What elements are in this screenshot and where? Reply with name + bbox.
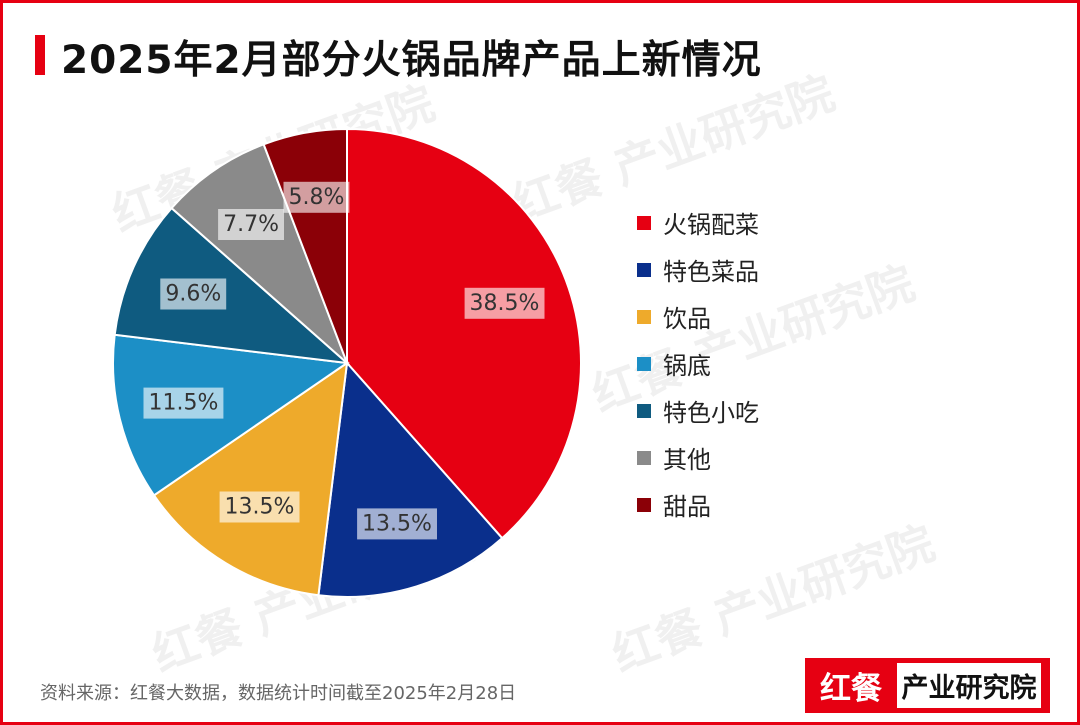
pie-slice xyxy=(112,333,350,497)
legend-label: 其他 xyxy=(663,446,711,474)
legend-swatch xyxy=(637,497,651,512)
legend-swatch xyxy=(637,215,651,230)
legend-label: 饮品 xyxy=(663,305,711,333)
legend-item: 特色菜品 xyxy=(637,246,759,293)
legend-item: 其他 xyxy=(637,434,759,481)
slice-label-box xyxy=(464,287,545,319)
legend-item: 饮品 xyxy=(637,293,759,340)
legend-swatch xyxy=(637,262,651,277)
legend-label: 锅底 xyxy=(663,352,711,380)
pie-slice xyxy=(152,360,349,597)
slice-label-box xyxy=(357,508,437,540)
pie-chart: 38.5% 13.5% 13.5% 11.5% 9.6% 7.7% 5.8% xyxy=(112,127,582,598)
legend-item: 火锅配菜 xyxy=(637,199,759,246)
slice-data-label: 11.5% xyxy=(148,391,218,416)
legend-item: 甜品 xyxy=(637,481,759,528)
legend-label: 特色小吃 xyxy=(663,399,759,427)
chart-title: 2025年2月部分火锅品牌产品上新情况 xyxy=(61,38,762,83)
title-accent-bar xyxy=(35,35,45,75)
slice-data-label: 7.7% xyxy=(223,212,279,237)
brand-badge: 红餐 产业研究院 xyxy=(805,658,1050,713)
slice-data-label: 38.5% xyxy=(470,291,540,316)
slice-label-box xyxy=(283,181,350,213)
legend-label: 特色菜品 xyxy=(663,258,759,286)
legend-item: 锅底 xyxy=(637,340,759,387)
slice-data-label: 13.5% xyxy=(225,495,295,520)
legend-swatch xyxy=(637,403,651,418)
slice-label-box xyxy=(218,209,284,240)
pie-slice xyxy=(346,127,582,540)
legend-label: 火锅配菜 xyxy=(663,211,759,239)
legend-label: 甜品 xyxy=(663,493,711,521)
slice-label-box xyxy=(160,278,227,310)
brand-name: 产业研究院 xyxy=(897,663,1041,708)
brand-logo: 红餐 xyxy=(820,671,882,707)
slice-data-label: 5.8% xyxy=(289,185,345,210)
legend-swatch xyxy=(637,309,651,324)
slice-label-box xyxy=(143,387,224,419)
pie-slice xyxy=(170,143,348,364)
legend-item: 特色小吃 xyxy=(637,387,759,434)
chart-legend: 火锅配菜特色菜品饮品锅底特色小吃其他甜品 xyxy=(637,199,759,528)
slice-data-label: 9.6% xyxy=(165,282,221,307)
legend-swatch xyxy=(637,356,651,371)
slice-label-box xyxy=(219,491,300,523)
pie-slice xyxy=(113,206,351,365)
slice-data-label: 13.5% xyxy=(362,511,432,536)
legend-swatch xyxy=(637,450,651,465)
source-note: 资料来源：红餐大数据，数据统计时间截至2025年2月28日 xyxy=(40,683,517,704)
